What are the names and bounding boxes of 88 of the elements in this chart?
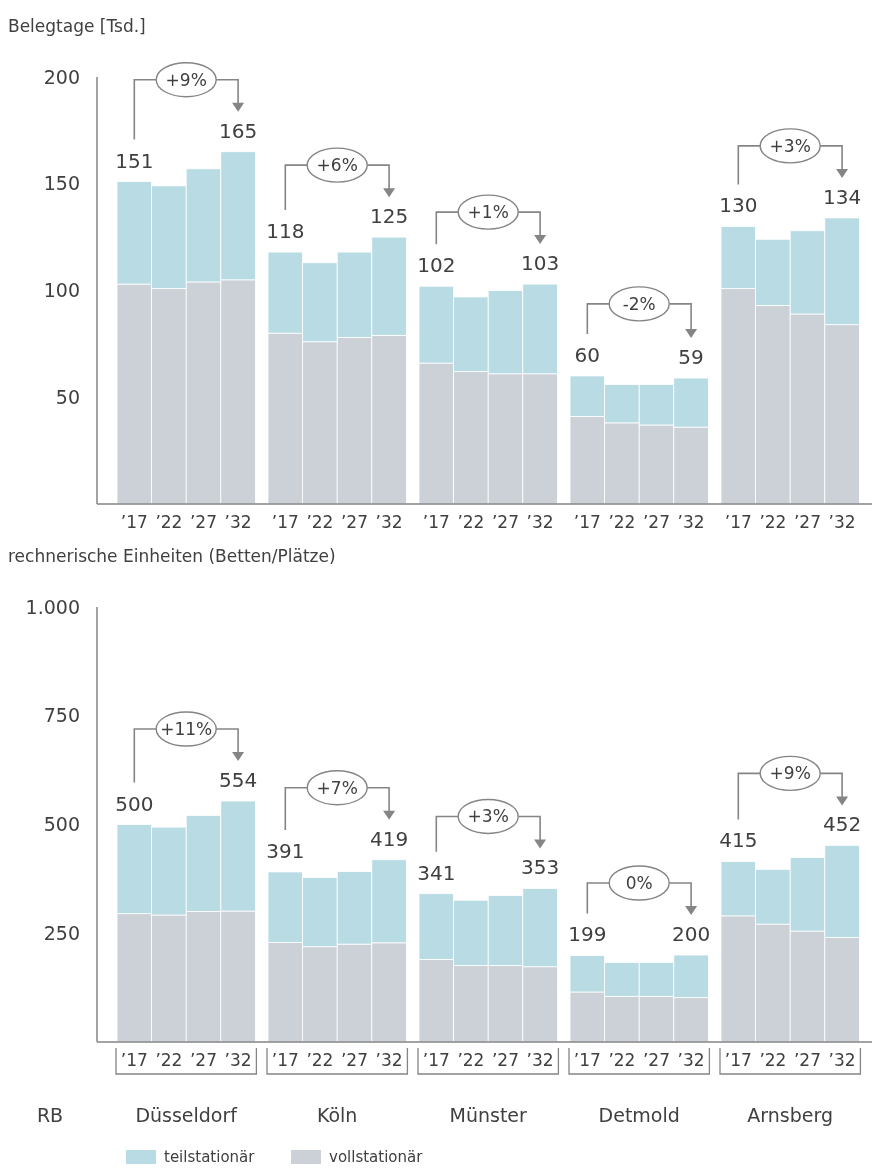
total-label: 60: [574, 342, 601, 367]
total-label: 130: [719, 193, 758, 218]
total-label: 554: [219, 768, 258, 793]
total-label: 165: [219, 118, 258, 143]
y-tick-label: 750: [43, 704, 80, 727]
x-tick-label: ’22: [608, 512, 636, 532]
x-tick-label: ’22: [306, 512, 334, 532]
y-tick-label: 100: [43, 279, 80, 302]
x-tick-label: ’32: [224, 1050, 252, 1070]
x-tick-label: ’27: [340, 512, 369, 532]
total-label: 415: [719, 828, 758, 853]
x-tick-label: ’27: [340, 1050, 369, 1070]
x-tick-label: ’22: [457, 1050, 485, 1070]
x-tick-label: ’27: [793, 512, 822, 532]
x-tick-label: ’17: [271, 512, 299, 532]
x-tick-label: ’32: [677, 512, 705, 532]
legend-label: vollstationär: [329, 1148, 424, 1166]
total-label: 419: [370, 826, 409, 851]
x-tick-label: ’32: [375, 1050, 403, 1070]
annotation: +1%: [467, 202, 509, 223]
annotation: +6%: [316, 155, 358, 176]
x-tick-label: ’32: [526, 512, 554, 532]
x-tick-label: ’32: [526, 1050, 554, 1070]
total-label: 125: [370, 204, 409, 229]
x-tick-label: ’27: [642, 512, 671, 532]
text: Detmold: [598, 1104, 680, 1126]
total-label: 452: [823, 812, 862, 837]
x-tick-label: ’22: [759, 1050, 787, 1070]
x-tick-label: ’17: [120, 1050, 148, 1070]
y-axis-title: rechnerische Einheiten (Betten/Plätze): [8, 546, 336, 566]
total-label: 199: [568, 922, 607, 947]
annotation: +7%: [316, 777, 358, 798]
y-tick-label: 500: [43, 813, 80, 836]
annotation: +11%: [160, 718, 213, 739]
annotation: -2%: [622, 293, 656, 314]
x-tick-label: ’27: [491, 1050, 520, 1070]
text: Münster: [449, 1104, 528, 1126]
x-tick-label: ’32: [677, 1050, 705, 1070]
x-tick-label: ’27: [793, 1050, 822, 1070]
text: RB: [36, 1104, 64, 1126]
y-tick-label: 200: [43, 65, 80, 88]
x-tick-label: ’32: [828, 512, 856, 532]
x-tick-label: ’22: [306, 1050, 334, 1070]
x-tick-label: ’22: [155, 1050, 183, 1070]
x-tick-label: ’32: [224, 512, 252, 532]
total-label: 118: [266, 219, 305, 244]
annotation: 0%: [625, 872, 653, 893]
x-tick-label: ’22: [155, 512, 183, 532]
y-tick-label: 250: [43, 921, 80, 944]
total-label: 200: [672, 922, 711, 946]
x-tick-label: ’22: [759, 512, 787, 532]
total-label: 59: [678, 345, 704, 370]
y-axis-title: Belegtage [Tsd.]: [8, 16, 146, 36]
text: Arnsberg: [747, 1104, 834, 1126]
annotation: +3%: [467, 806, 509, 827]
total-label: 391: [266, 838, 305, 863]
legend-label: teilstationär: [164, 1148, 256, 1166]
x-tick-label: ’27: [642, 1050, 671, 1070]
x-tick-label: ’17: [573, 512, 601, 532]
total-label: 134: [823, 184, 862, 209]
x-tick-label: ’17: [573, 1050, 601, 1070]
x-tick-label: ’17: [422, 512, 450, 532]
total-label: 341: [417, 860, 456, 885]
total-label: 151: [115, 148, 154, 173]
text: Düsseldorf: [135, 1104, 239, 1126]
x-tick-label: ’17: [422, 1050, 450, 1070]
x-tick-label: ’22: [457, 512, 485, 532]
total-label: 102: [417, 253, 456, 278]
x-tick-label: ’27: [491, 512, 520, 532]
x-tick-label: ’27: [189, 1050, 218, 1070]
annotation: +3%: [769, 135, 811, 156]
x-tick-label: ’17: [120, 512, 148, 532]
x-tick-label: ’32: [375, 512, 403, 532]
total-label: 103: [521, 251, 560, 276]
y-tick-label: 150: [43, 172, 80, 195]
text: Köln: [316, 1104, 358, 1126]
x-tick-label: ’22: [608, 1050, 636, 1070]
annotation: +9%: [769, 763, 811, 784]
y-tick-label: 50: [55, 385, 80, 408]
x-tick-label: ’17: [724, 512, 752, 532]
total-label: 500: [115, 791, 154, 816]
x-tick-label: ’27: [189, 512, 218, 532]
annotation: +9%: [165, 69, 207, 90]
x-tick-label: ’17: [271, 1050, 299, 1070]
x-tick-label: ’32: [828, 1050, 856, 1070]
x-tick-label: ’17: [724, 1050, 752, 1070]
y-tick-label: 1.000: [25, 595, 80, 618]
total-label: 353: [521, 855, 560, 880]
